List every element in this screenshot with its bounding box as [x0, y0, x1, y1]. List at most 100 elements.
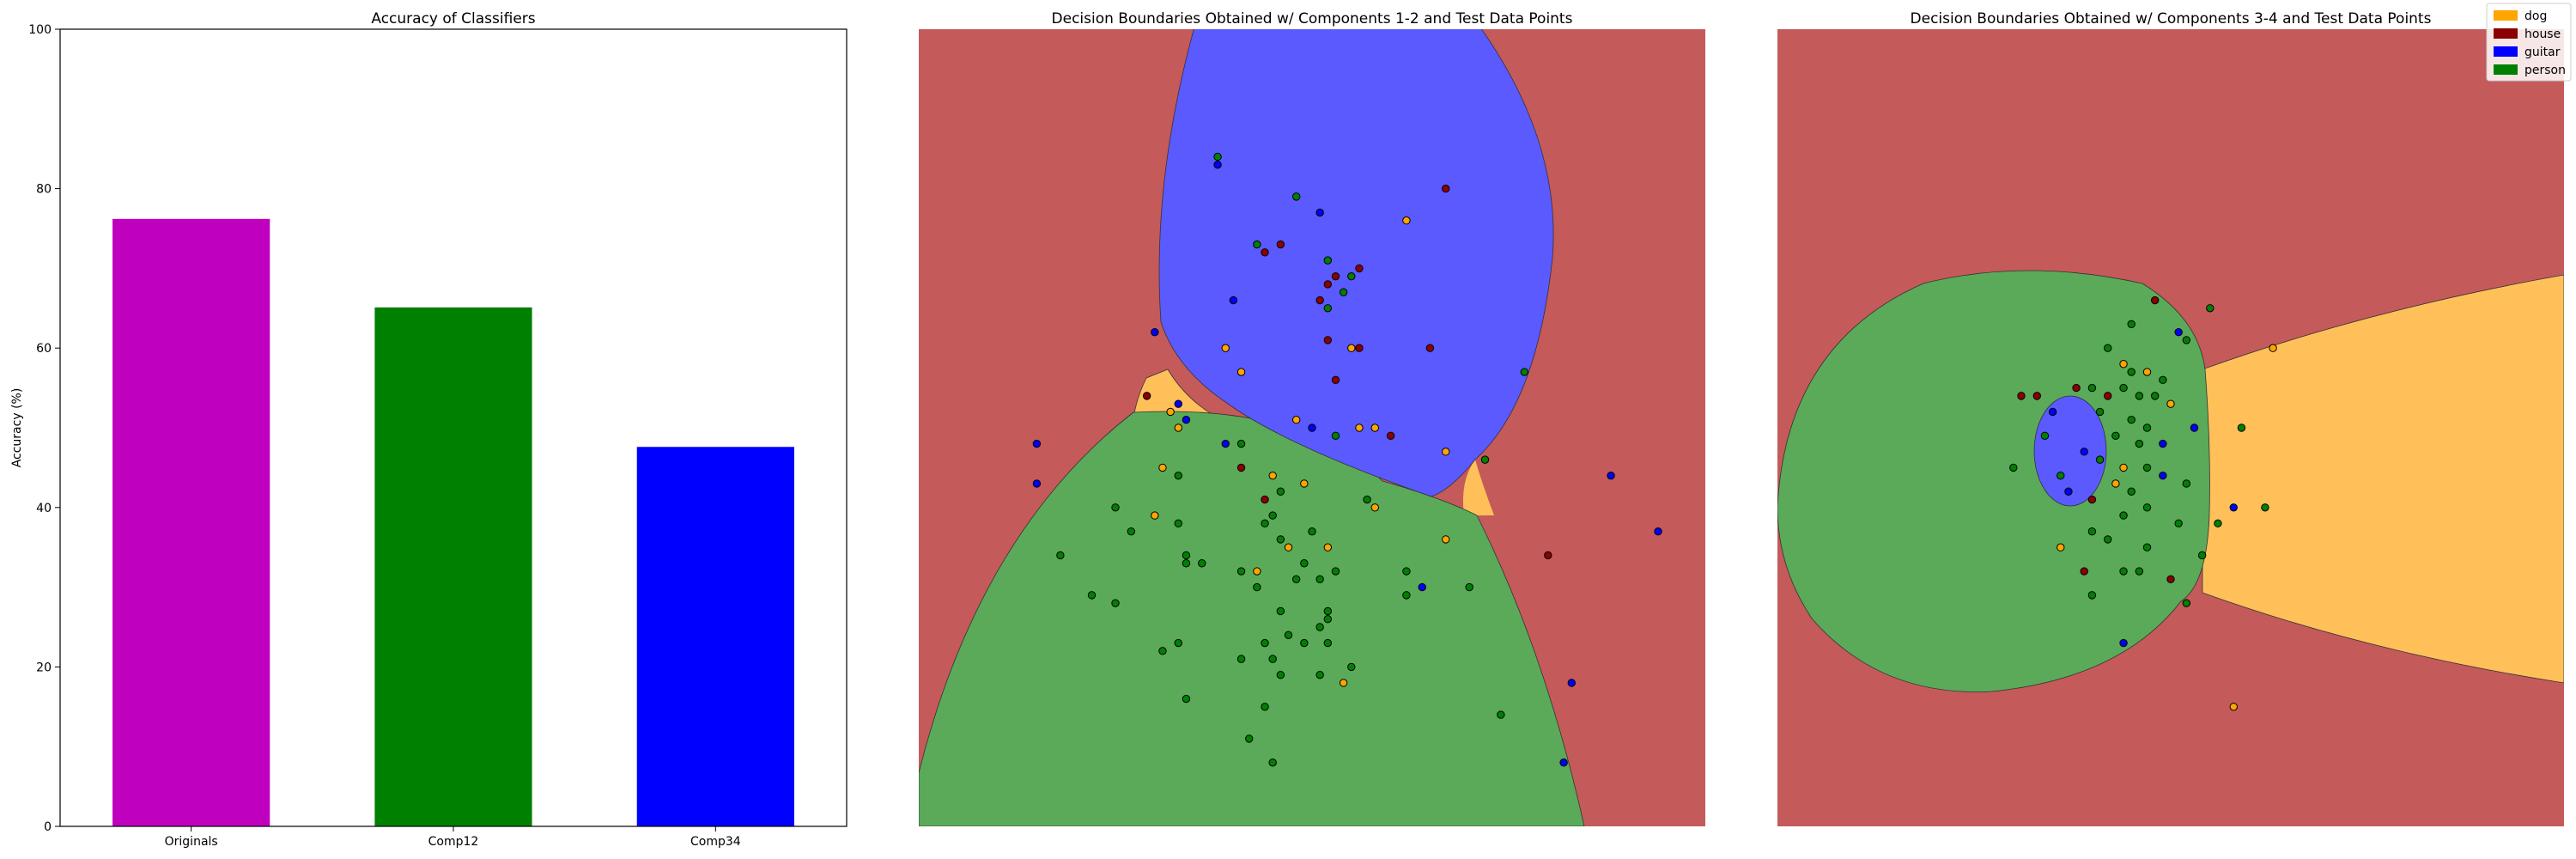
data-point-person [1347, 662, 1356, 672]
data-point-person [2182, 599, 2191, 607]
data-point-person [1213, 152, 1222, 161]
data-point-dog [2119, 360, 2128, 369]
data-point-dog [1339, 679, 1348, 687]
data-point-person [1347, 271, 1356, 281]
data-point-guitar [1418, 582, 1426, 592]
region-guitar [2033, 395, 2107, 507]
data-point-dog [1236, 368, 1246, 376]
data-point-guitar [1308, 423, 1316, 432]
data-point-person [2174, 519, 2183, 528]
data-point-person [1323, 615, 1333, 624]
data-point-person [2104, 344, 2112, 352]
data-point-person [2142, 543, 2152, 551]
data-point-person [1291, 575, 1301, 584]
data-point-person [2135, 567, 2144, 576]
data-point-person [2119, 567, 2128, 576]
region-dog [2202, 274, 2564, 684]
data-point-person [2182, 479, 2191, 488]
x-tick-label: Comp12 [428, 835, 479, 849]
data-point-person [1261, 519, 1269, 528]
data-point-house [1315, 295, 1324, 305]
region-dog-strip [1462, 460, 1494, 515]
data-point-person [2142, 423, 2152, 432]
data-point-person [1253, 582, 1261, 592]
boundary34-points [2009, 295, 2277, 711]
region-guitar [1158, 29, 1554, 497]
data-point-person [2206, 304, 2215, 313]
data-point-dog [1253, 567, 1261, 576]
data-point-person [1236, 567, 1246, 576]
data-point-dog [2166, 399, 2175, 408]
data-point-dog [2119, 463, 2128, 472]
data-point-person [1402, 567, 1411, 576]
data-point-person [1174, 471, 1182, 480]
region-person [1777, 270, 2210, 692]
data-point-guitar [1032, 479, 1042, 488]
data-point-person [1331, 431, 1340, 440]
data-point-guitar [1559, 758, 1568, 767]
data-point-dog [1174, 423, 1182, 432]
data-point-house [1442, 184, 1450, 193]
data-point-guitar [2159, 471, 2167, 480]
data-point-person [1276, 606, 1285, 616]
data-point-person [1268, 758, 1277, 767]
legend-label-person: person [2524, 64, 2566, 77]
data-point-guitar [1221, 439, 1230, 448]
data-point-person [2104, 535, 2112, 544]
data-point-guitar [2190, 423, 2199, 432]
data-point-guitar [1567, 679, 1576, 687]
data-point-dog [1151, 511, 1159, 520]
bar-chart-x-ticks: Originals Comp12 Comp34 [165, 826, 741, 849]
data-point-person [2057, 471, 2065, 480]
data-point-person [1315, 670, 1324, 679]
data-point-person [1300, 638, 1309, 648]
data-point-house [1236, 463, 1246, 472]
data-point-person [1174, 638, 1182, 648]
data-point-person [2135, 439, 2144, 448]
legend-label-guitar: guitar [2524, 46, 2561, 59]
boundary12-title: Decision Boundaries Obtained w/ Componen… [1052, 10, 1573, 27]
data-point-dog [1166, 407, 1175, 417]
data-point-person [1331, 567, 1340, 576]
data-point-person [2214, 519, 2222, 528]
data-point-guitar [1151, 327, 1159, 337]
data-point-guitar [1607, 471, 1615, 480]
data-point-person [1056, 551, 1065, 560]
data-point-house [1323, 280, 1333, 289]
data-point-guitar [1654, 527, 1662, 536]
data-point-person [1276, 487, 1285, 496]
data-point-person [2095, 455, 2105, 464]
data-point-dog [2111, 479, 2120, 488]
data-point-person [1127, 527, 1136, 536]
bar-chart-frame [59, 28, 848, 827]
data-point-person [1111, 503, 1120, 512]
legend-swatch-person [2494, 64, 2518, 75]
data-point-person [2087, 591, 2097, 600]
data-point-person [1402, 591, 1411, 600]
data-point-house [1276, 240, 1285, 249]
data-point-house [2072, 383, 2081, 393]
y-tick-label: 80 [36, 183, 52, 197]
data-point-person [1182, 559, 1191, 568]
data-point-dog [1370, 503, 1379, 512]
y-tick-label: 40 [36, 502, 52, 515]
data-point-house [2080, 567, 2088, 576]
data-point-house [1331, 271, 1340, 281]
data-point-person [2119, 511, 2128, 520]
legend: dog house guitar person [2486, 3, 2572, 82]
data-point-person [1465, 582, 1473, 592]
data-point-house [1355, 264, 1364, 273]
data-point-dog [1370, 423, 1379, 432]
data-point-dog [1323, 543, 1333, 551]
data-point-house [2104, 392, 2112, 400]
data-point-house [1425, 344, 1435, 352]
boundary12-points [1032, 152, 1662, 767]
data-point-person [1480, 455, 1490, 464]
data-point-dog [2057, 543, 2065, 551]
bar-chart-y-ticks: 0 20 40 60 80 100 [28, 23, 60, 834]
boundary34-title: Decision Boundaries Obtained w/ Componen… [1911, 10, 2432, 27]
boundary-panel-comp34: Decision Boundaries Obtained w/ Componen… [1777, 10, 2564, 826]
data-point-guitar [1174, 399, 1182, 408]
data-point-person [1236, 439, 1246, 448]
x-tick-label: Originals [165, 835, 218, 849]
